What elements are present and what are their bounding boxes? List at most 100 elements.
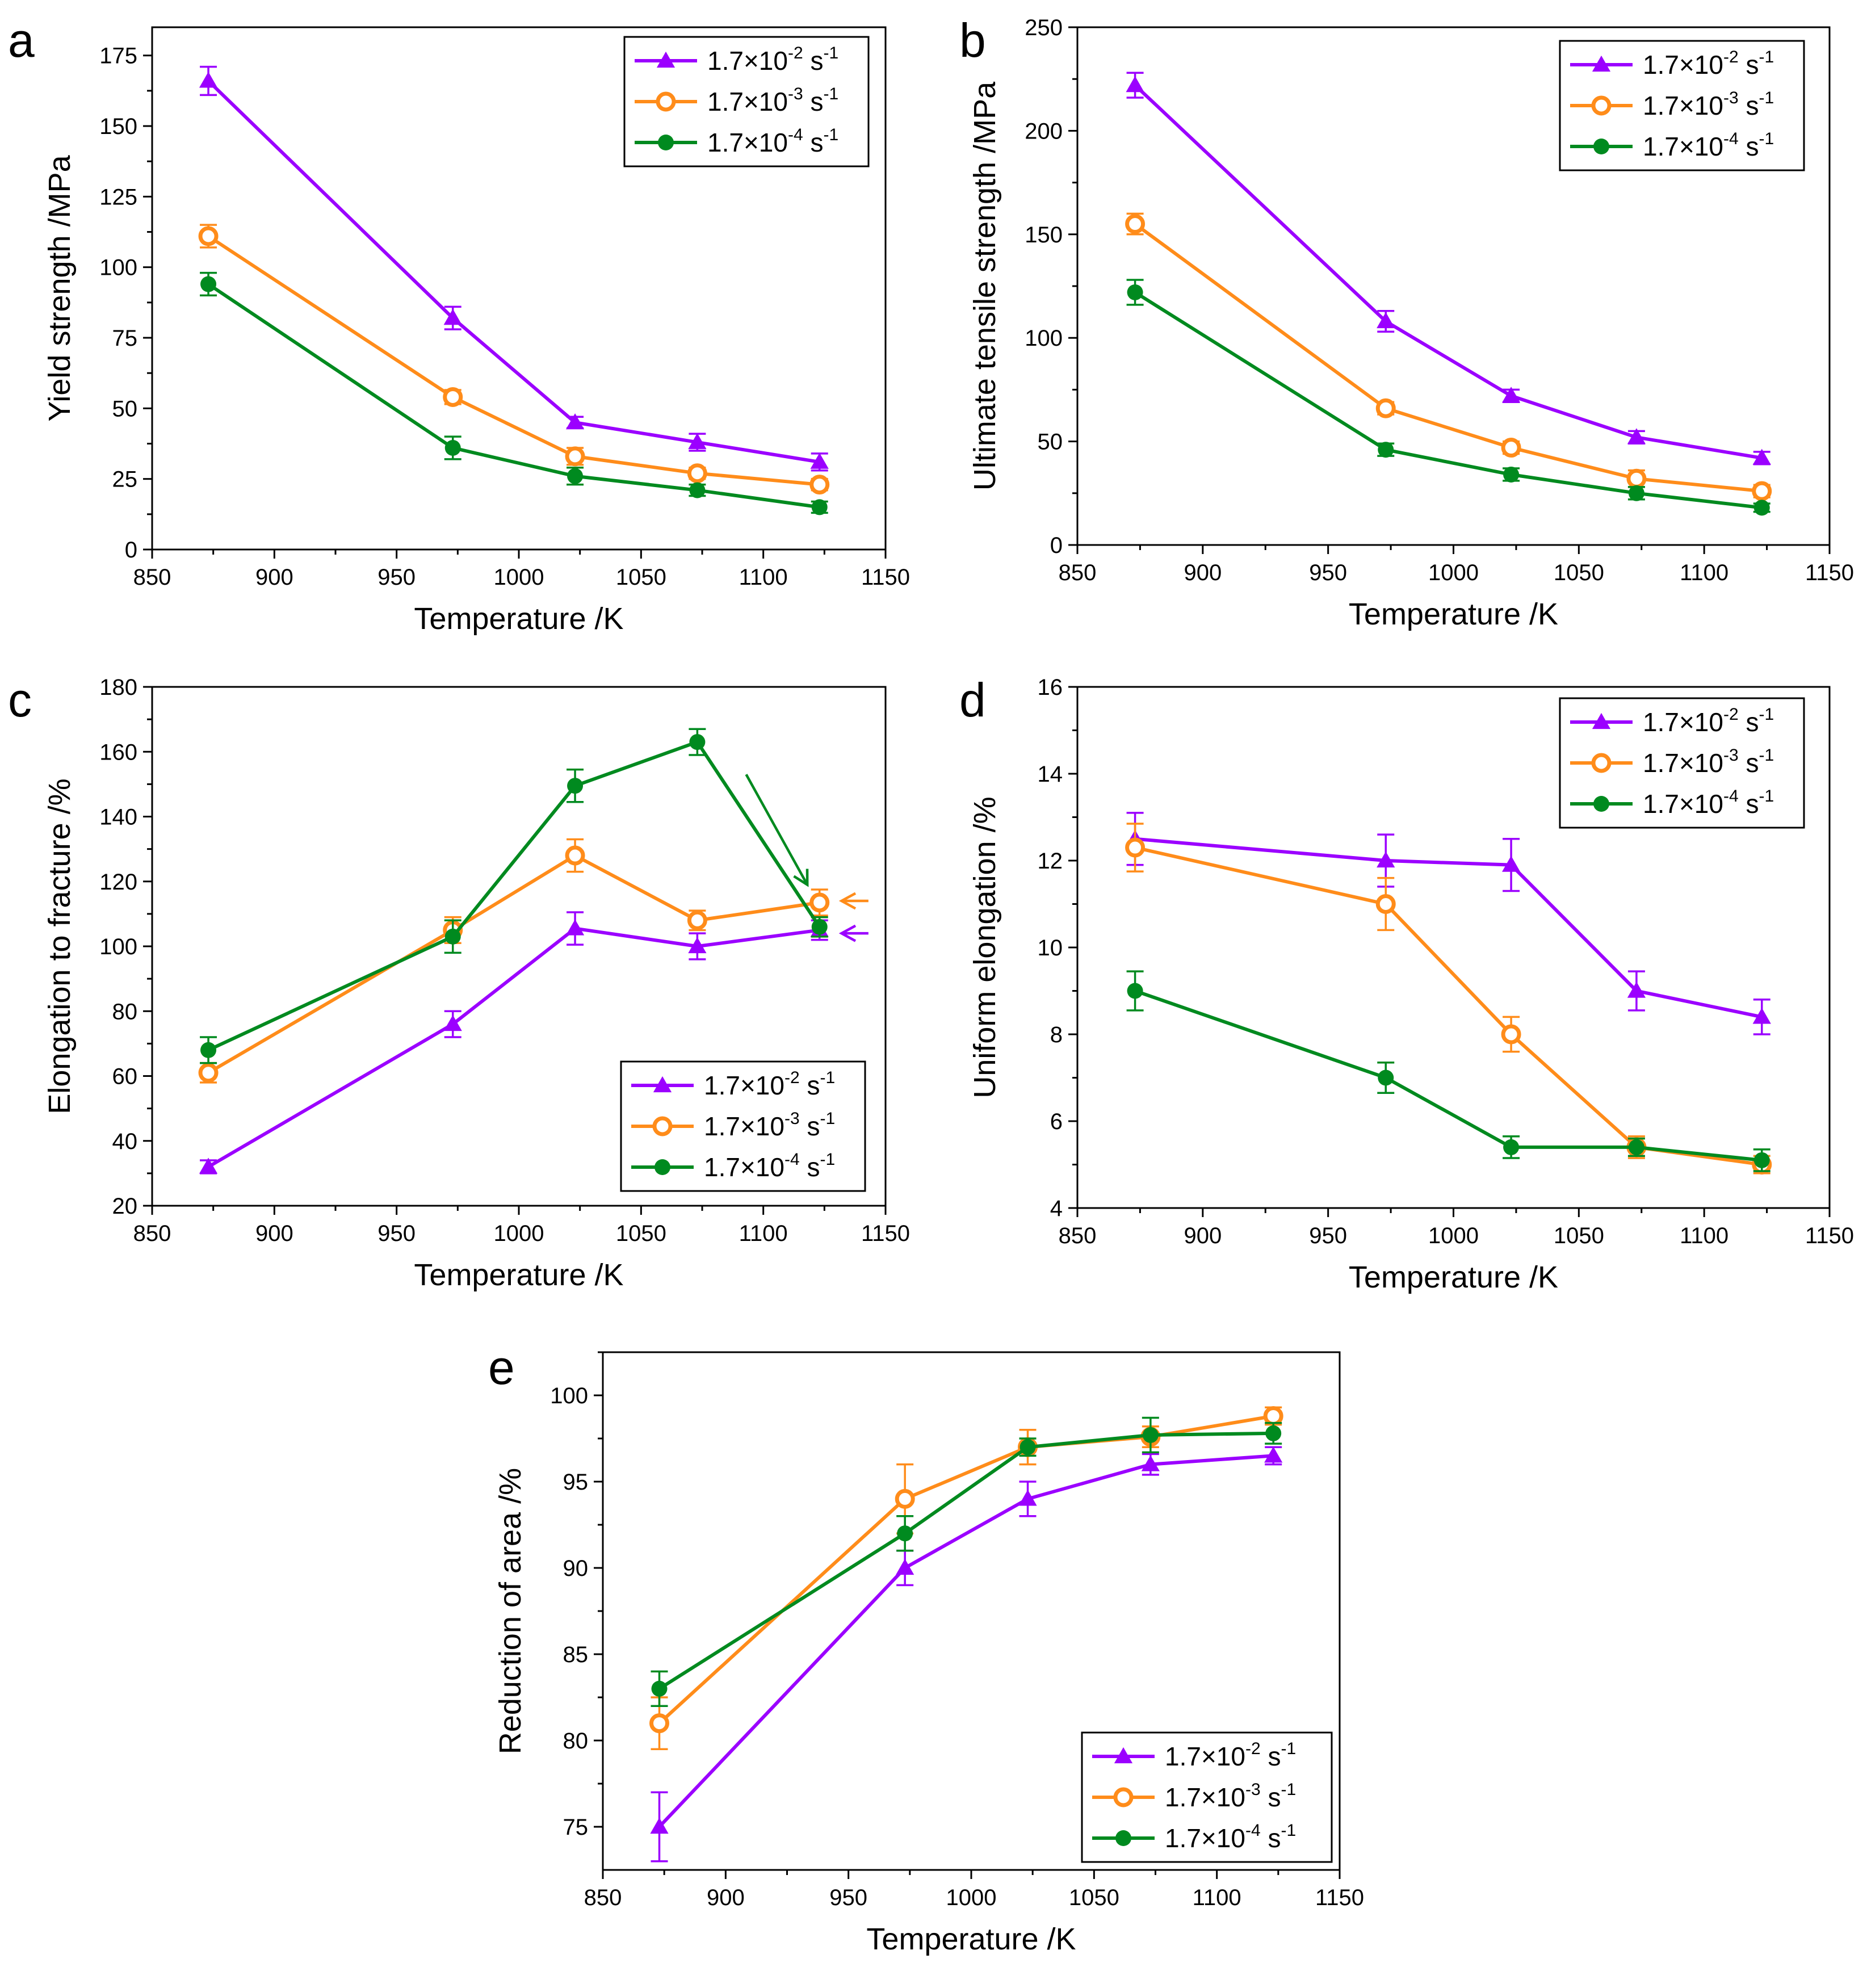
data-point-e-2-3 — [1142, 1427, 1159, 1443]
legend-text-run: 1.7×10 — [1165, 1823, 1245, 1853]
y-tick-label-d-5: 14 — [1038, 762, 1063, 787]
y-tick-label-c-7: 160 — [99, 740, 137, 765]
y-tick-label-d-6: 16 — [1038, 675, 1063, 700]
x-tick-label-d-1: 900 — [1184, 1223, 1222, 1248]
data-point-e-0-0 — [650, 1817, 669, 1834]
legend-superscript: -1 — [1759, 705, 1774, 724]
legend-superscript: -3 — [784, 1109, 800, 1128]
annotation-arrow-c-2-head — [838, 924, 857, 942]
data-point-c-0-3 — [688, 937, 707, 954]
data-point-a-2-3 — [689, 482, 706, 498]
x-tick-label-d-0: 850 — [1059, 1223, 1097, 1248]
x-tick-label-c-5: 1100 — [739, 1221, 788, 1246]
data-point-a-1-1 — [443, 387, 463, 407]
y-tick-label-d-3: 10 — [1038, 936, 1063, 961]
legend-marker-c-2 — [655, 1159, 670, 1175]
y-axis-title-b: Ultimate tensile strength /MPa — [968, 81, 1002, 490]
data-point-a-2-2 — [567, 468, 584, 484]
x-tick-label-e-6: 1150 — [1315, 1885, 1364, 1910]
series-a-0 — [199, 65, 829, 472]
x-axis-title-c: Temperature /K — [414, 1258, 623, 1292]
data-point-c-2-1 — [444, 928, 461, 945]
data-point-a-0-0 — [199, 72, 218, 88]
data-point-c-0-2 — [565, 919, 585, 936]
y-tick-label-d-1: 6 — [1050, 1109, 1063, 1134]
y-axis-title-e: Reduction of area /% — [493, 1468, 527, 1754]
legend-superscript: -3 — [788, 85, 803, 103]
x-axis-title-a: Temperature /K — [414, 602, 623, 636]
data-point-c-0-1 — [443, 1015, 462, 1031]
legend-text-run: s — [800, 1152, 820, 1182]
data-point-a-1-2 — [565, 446, 585, 467]
data-point-b-0-2 — [1501, 387, 1521, 403]
y-tick-label-b-1: 50 — [1038, 430, 1063, 455]
legend-text-run: 1.7×10 — [704, 1152, 784, 1182]
data-point-b-2-1 — [1378, 442, 1394, 458]
data-point-a-1-0 — [198, 226, 219, 246]
x-tick-label-c-1: 900 — [255, 1221, 293, 1246]
panel-a: 850 900 950 1000 1050 1100 1150 0 25 50 75 100 125 15… — [8, 14, 910, 636]
legend-label-a-1: 1.7×10-3 s-1 — [707, 85, 838, 116]
legend-label-d-0: 1.7×10-2 s-1 — [1643, 705, 1774, 737]
data-point-d-2-0 — [1127, 983, 1143, 999]
series-line-d-1 — [1134, 846, 1763, 1167]
x-tick-label-d-2: 950 — [1309, 1223, 1347, 1248]
data-point-c-1-2 — [565, 845, 585, 866]
panel-d: 850 900 950 1000 1050 1100 1150 4 6 8 10 12 14 16 Temp… — [959, 673, 1854, 1294]
legend-text-run: 1.7×10 — [1643, 789, 1723, 819]
data-point-d-1-0 — [1125, 837, 1146, 858]
y-axis-title-c: Elongation to fracture /% — [43, 778, 77, 1114]
legend-marker-b-1 — [1591, 95, 1612, 116]
legend-label-e-2: 1.7×10-4 s-1 — [1165, 1821, 1296, 1853]
legend-superscript: -4 — [788, 125, 803, 144]
y-tick-label-e-2: 85 — [563, 1642, 589, 1667]
legend-label-e-0: 1.7×10-2 s-1 — [1165, 1739, 1296, 1771]
annotation-arrow-c-0-head — [793, 869, 809, 887]
data-point-a-0-2 — [565, 413, 585, 430]
legend-text-run: s — [803, 128, 824, 157]
data-point-c-2-4 — [811, 918, 828, 935]
series-b-0 — [1126, 72, 1771, 465]
legend-label-a-0: 1.7×10-2 s-1 — [707, 44, 838, 76]
legend-superscript: -2 — [1723, 48, 1739, 66]
data-point-b-2-3 — [1628, 485, 1644, 501]
data-point-e-1-0 — [649, 1713, 670, 1734]
legend-marker-d-2 — [1593, 796, 1609, 812]
legend-superscript: -1 — [1281, 1821, 1296, 1840]
legend-superscript: -1 — [820, 1068, 835, 1087]
x-tick-label-a-4: 1050 — [616, 565, 666, 590]
series-b-1 — [1125, 212, 1772, 501]
x-tick-label-e-1: 900 — [707, 1885, 745, 1910]
legend-label-e-1: 1.7×10-3 s-1 — [1165, 1780, 1296, 1812]
data-point-a-2-0 — [200, 276, 217, 292]
y-tick-label-e-3: 90 — [563, 1556, 589, 1581]
panel-label-d: d — [959, 673, 986, 727]
series-d-0 — [1126, 812, 1771, 1035]
y-tick-label-a-3: 75 — [112, 326, 138, 351]
legend-marker-d-0 — [1592, 712, 1611, 729]
legend-text-run: 1.7×10 — [707, 46, 788, 76]
legend-text-run: 1.7×10 — [1643, 50, 1723, 79]
data-point-e-0-3 — [1141, 1455, 1160, 1471]
legend-superscript: -1 — [1759, 129, 1774, 148]
data-point-c-1-0 — [198, 1063, 219, 1083]
data-point-b-0-0 — [1126, 76, 1144, 93]
legend-marker-d-1 — [1591, 753, 1612, 773]
series-e-2 — [651, 1416, 1282, 1707]
legend-superscript: -3 — [1245, 1780, 1261, 1799]
annotation-arrow-c-0-shaft — [745, 774, 809, 886]
y-tick-label-a-4: 100 — [99, 255, 137, 280]
series-line-c-1 — [207, 854, 820, 1075]
data-point-b-0-3 — [1627, 428, 1646, 444]
series-c-2 — [200, 728, 828, 1064]
data-point-d-0-4 — [1752, 1008, 1771, 1024]
legend-superscript: -1 — [820, 1109, 835, 1128]
legend-superscript: -1 — [1759, 787, 1774, 806]
legend-text-run: 1.7×10 — [1643, 91, 1723, 120]
legend-superscript: -2 — [788, 44, 803, 62]
y-tick-label-b-2: 100 — [1025, 326, 1063, 351]
data-point-b-1-2 — [1501, 438, 1521, 458]
y-tick-label-d-0: 4 — [1050, 1196, 1063, 1221]
data-point-b-0-4 — [1752, 448, 1771, 465]
